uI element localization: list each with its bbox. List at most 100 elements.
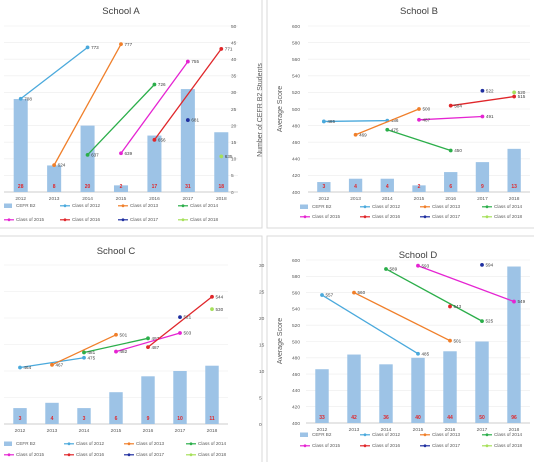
legend-label: Class of 2017 — [432, 443, 461, 448]
series-point — [185, 59, 190, 64]
y-tick-left: 420 — [292, 173, 300, 179]
legend-swatch-marker — [63, 218, 67, 222]
panel-border — [0, 0, 263, 229]
legend-swatch-marker — [67, 453, 71, 457]
y-tick-left: 400 — [292, 190, 300, 196]
point-value-label: 544 — [216, 294, 224, 299]
legend-item: CEFR B2 — [4, 441, 36, 446]
point-value-label: 504 — [454, 103, 462, 108]
x-tick-label: 2014 — [381, 427, 392, 433]
series-point — [82, 355, 86, 360]
legend-label: Class of 2018 — [494, 214, 523, 219]
legend-swatch-marker — [423, 444, 427, 448]
legend-item: Class of 2013 — [124, 441, 165, 446]
point-value-label: 482 — [120, 349, 128, 354]
legend-item: CEFR B2 — [4, 203, 36, 208]
series-point — [385, 127, 390, 132]
point-value-label: 521 — [184, 315, 192, 320]
legend-swatch-bar — [300, 204, 308, 209]
legend-swatch-marker — [189, 442, 193, 446]
series-line — [385, 268, 483, 322]
series-line — [83, 337, 149, 354]
legend-label: Class of 2016 — [72, 217, 101, 222]
point-value-label: 726 — [158, 82, 166, 87]
series-point — [146, 345, 150, 350]
legend-swatch-marker — [189, 453, 193, 457]
x-tick-label: 2018 — [509, 196, 520, 202]
x-tick-label: 2015 — [116, 196, 127, 202]
chart-title: School D — [399, 250, 438, 261]
legend-label: Class of 2013 — [432, 432, 461, 437]
series-point — [480, 262, 484, 267]
y-axis-title-right: Number of CEFR B2 Students — [257, 63, 264, 157]
legend-label: Class of 2018 — [494, 443, 523, 448]
point-value-label: 525 — [486, 319, 494, 324]
y-tick-right: 0 — [231, 190, 234, 196]
legend-swatch-marker — [127, 453, 131, 457]
point-value-label: 501 — [120, 332, 128, 337]
point-value-label: 530 — [216, 307, 224, 312]
point-value-label: 708 — [24, 96, 32, 101]
legend-label: Class of 2013 — [432, 204, 461, 209]
x-tick-label: 2016 — [445, 427, 456, 433]
bar-cefr-b2 — [109, 392, 123, 424]
point-value-label: 487 — [152, 345, 160, 350]
legend-label: Class of 2014 — [190, 203, 219, 208]
legend-label: Class of 2017 — [432, 214, 461, 219]
legend-item: CEFR B2 — [300, 204, 332, 209]
series-point — [85, 45, 90, 50]
bar-value-label: 4 — [386, 184, 389, 190]
legend-item: Class of 2014 — [482, 204, 523, 209]
x-tick-label: 2018 — [216, 196, 227, 202]
x-tick-label: 2015 — [413, 427, 424, 433]
bar-cefr-b2 — [411, 357, 425, 423]
y-tick-right: 20 — [231, 123, 237, 129]
bar-cefr-b2 — [173, 371, 187, 424]
point-value-label: 481 — [88, 350, 96, 355]
series-line — [387, 129, 451, 152]
bar-cefr-b2 — [315, 369, 329, 423]
point-value-label: 594 — [486, 262, 494, 267]
bar-value-label: 2 — [120, 184, 123, 190]
point-value-label: 500 — [423, 107, 431, 112]
legend-swatch-marker — [7, 453, 11, 457]
bar-value-label: 2 — [418, 184, 421, 190]
legend-item: Class of 2015 — [4, 217, 45, 222]
x-tick-label: 2013 — [49, 196, 60, 202]
series-point — [512, 94, 517, 99]
x-tick-label: 2014 — [79, 428, 90, 434]
bar-value-label: 9 — [147, 416, 150, 422]
legend-label: Class of 2013 — [130, 203, 159, 208]
legend-swatch-marker — [485, 205, 489, 209]
x-tick-label: 2017 — [175, 428, 186, 434]
bar-value-label: 3 — [322, 184, 325, 190]
legend-item: CEFR B2 — [300, 432, 332, 437]
series-point — [384, 267, 388, 271]
y-tick-right: 25 — [259, 289, 265, 295]
chart-panel-4: School D 400 420 440 460 480 500 520 540 560 580 60… — [266, 235, 534, 466]
series-point — [416, 351, 420, 356]
bar-cefr-b2 — [443, 351, 457, 423]
y-tick-left: 480 — [292, 356, 300, 362]
series-line — [355, 108, 420, 136]
series-point — [512, 90, 517, 95]
series-line — [53, 43, 122, 166]
y-tick-right: 15 — [259, 342, 265, 348]
point-value-label: 589 — [390, 267, 398, 272]
x-tick-label: 2013 — [47, 428, 58, 434]
bar-cefr-b2 — [47, 165, 62, 192]
legend-swatch-marker — [181, 204, 185, 208]
series-point — [114, 349, 118, 354]
x-tick-label: 2015 — [111, 428, 122, 434]
y-tick-right: 30 — [259, 263, 265, 269]
chart-title: School C — [97, 246, 136, 257]
legend-item: Class of 2012 — [360, 204, 401, 209]
point-value-label: 557 — [326, 293, 334, 298]
series-line — [417, 265, 515, 303]
legend-swatch-marker — [7, 218, 11, 222]
x-tick-label: 2012 — [317, 427, 328, 433]
chart-panel-1: School A 0 5 10 15 20 25 30 35 40 45 50 Number of CE… — [0, 0, 264, 229]
bar-cefr-b2 — [214, 132, 229, 192]
series-point — [152, 82, 157, 87]
series-line — [19, 357, 85, 369]
